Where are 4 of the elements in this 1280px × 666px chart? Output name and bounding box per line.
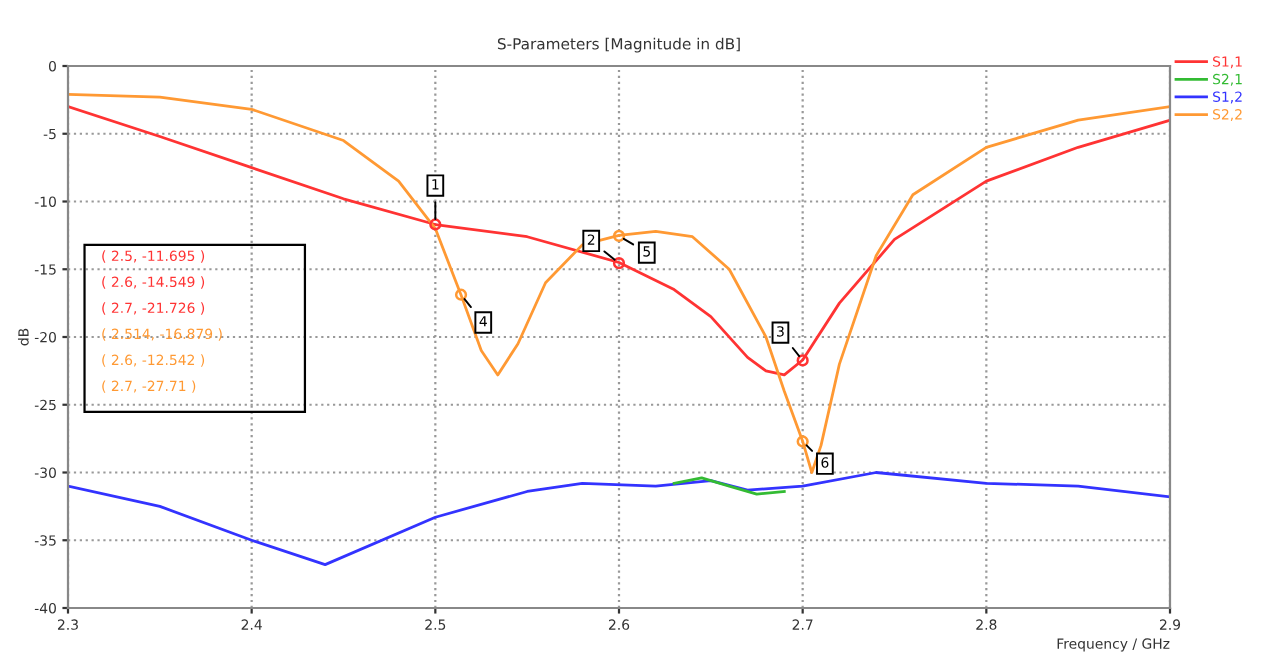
line-series [68,105,1170,377]
line-series [68,93,1170,474]
line-series [672,476,786,496]
line-series [68,471,1170,567]
